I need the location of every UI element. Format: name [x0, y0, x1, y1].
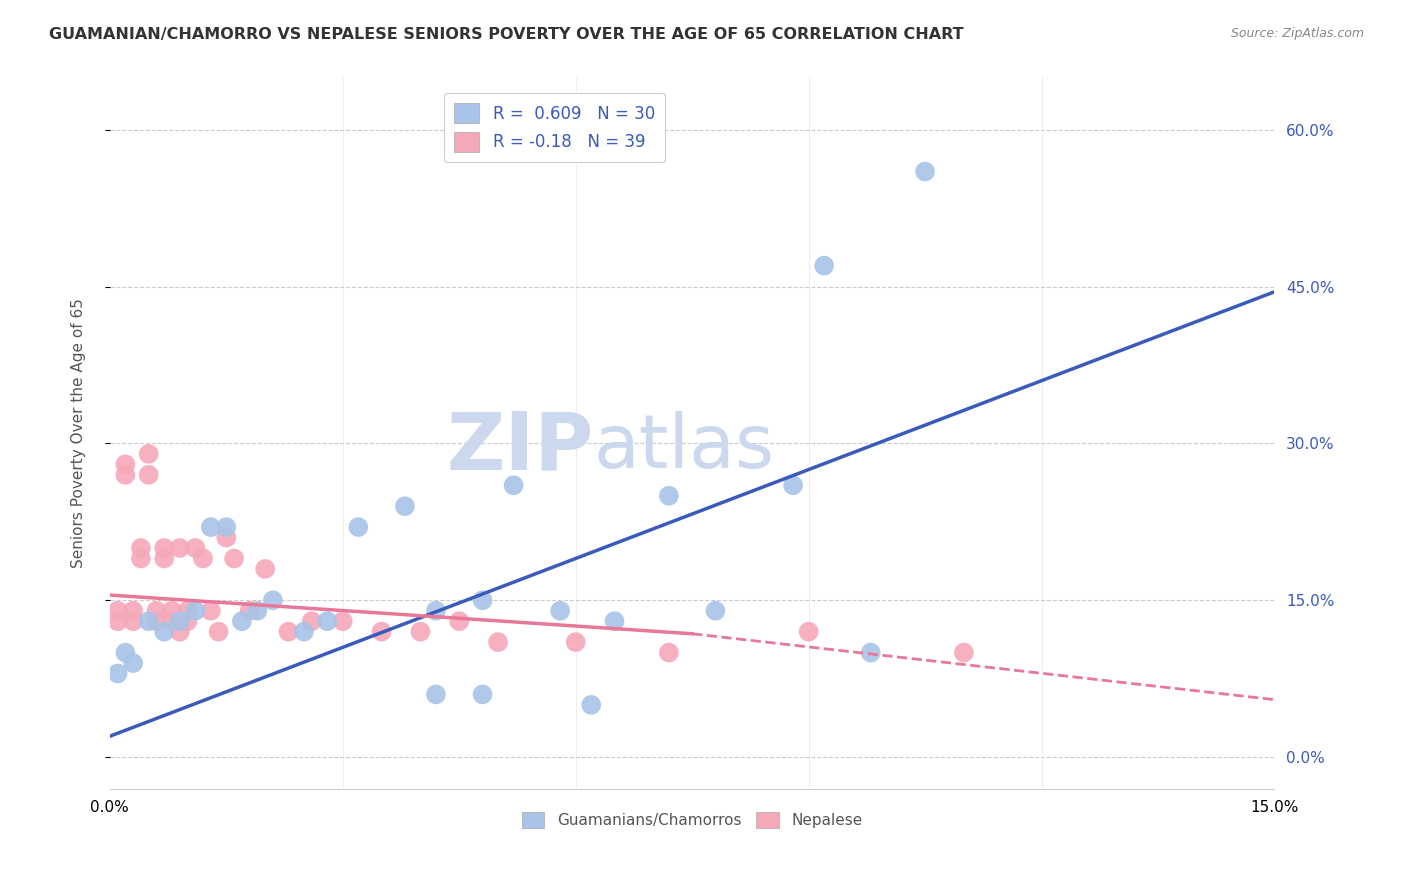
Point — [782, 478, 804, 492]
Point — [160, 614, 183, 628]
Point — [200, 520, 222, 534]
Point — [122, 604, 145, 618]
Point — [169, 624, 191, 639]
Point — [394, 499, 416, 513]
Point — [169, 614, 191, 628]
Point — [953, 646, 976, 660]
Point — [859, 646, 882, 660]
Point — [658, 489, 681, 503]
Point — [658, 646, 681, 660]
Point — [107, 666, 129, 681]
Point — [370, 624, 392, 639]
Point — [169, 541, 191, 555]
Point — [160, 604, 183, 618]
Point — [813, 259, 835, 273]
Point — [200, 604, 222, 618]
Point — [316, 614, 339, 628]
Point — [254, 562, 277, 576]
Point — [176, 604, 198, 618]
Point — [409, 624, 432, 639]
Point — [176, 614, 198, 628]
Legend: Guamanians/Chamorros, Nepalese: Guamanians/Chamorros, Nepalese — [516, 806, 869, 834]
Point — [207, 624, 229, 639]
Point — [301, 614, 323, 628]
Point — [145, 614, 167, 628]
Point — [122, 614, 145, 628]
Text: GUAMANIAN/CHAMORRO VS NEPALESE SENIORS POVERTY OVER THE AGE OF 65 CORRELATION CH: GUAMANIAN/CHAMORRO VS NEPALESE SENIORS P… — [49, 27, 965, 42]
Point — [292, 624, 315, 639]
Point — [425, 604, 447, 618]
Point — [107, 614, 129, 628]
Point — [107, 604, 129, 618]
Point — [138, 447, 160, 461]
Point — [914, 164, 936, 178]
Point — [579, 698, 602, 712]
Point — [153, 624, 176, 639]
Point — [449, 614, 471, 628]
Point — [145, 604, 167, 618]
Point — [347, 520, 370, 534]
Point — [222, 551, 245, 566]
Point — [215, 520, 238, 534]
Point — [153, 541, 176, 555]
Point — [215, 531, 238, 545]
Point — [129, 551, 152, 566]
Text: atlas: atlas — [593, 410, 775, 483]
Point — [129, 541, 152, 555]
Point — [184, 541, 207, 555]
Point — [191, 551, 214, 566]
Point — [502, 478, 524, 492]
Point — [114, 646, 136, 660]
Point — [425, 687, 447, 701]
Point — [138, 614, 160, 628]
Point — [184, 604, 207, 618]
Point — [239, 604, 262, 618]
Point — [153, 551, 176, 566]
Point — [603, 614, 626, 628]
Point — [246, 604, 269, 618]
Text: Source: ZipAtlas.com: Source: ZipAtlas.com — [1230, 27, 1364, 40]
Point — [138, 467, 160, 482]
Point — [332, 614, 354, 628]
Text: ZIP: ZIP — [446, 409, 593, 486]
Point — [471, 593, 494, 607]
Point — [704, 604, 727, 618]
Point — [114, 467, 136, 482]
Y-axis label: Seniors Poverty Over the Age of 65: Seniors Poverty Over the Age of 65 — [72, 298, 86, 568]
Point — [114, 458, 136, 472]
Point — [548, 604, 571, 618]
Point — [122, 656, 145, 670]
Point — [277, 624, 299, 639]
Point — [231, 614, 253, 628]
Point — [797, 624, 820, 639]
Point — [564, 635, 586, 649]
Point — [262, 593, 284, 607]
Point — [471, 687, 494, 701]
Point — [486, 635, 509, 649]
